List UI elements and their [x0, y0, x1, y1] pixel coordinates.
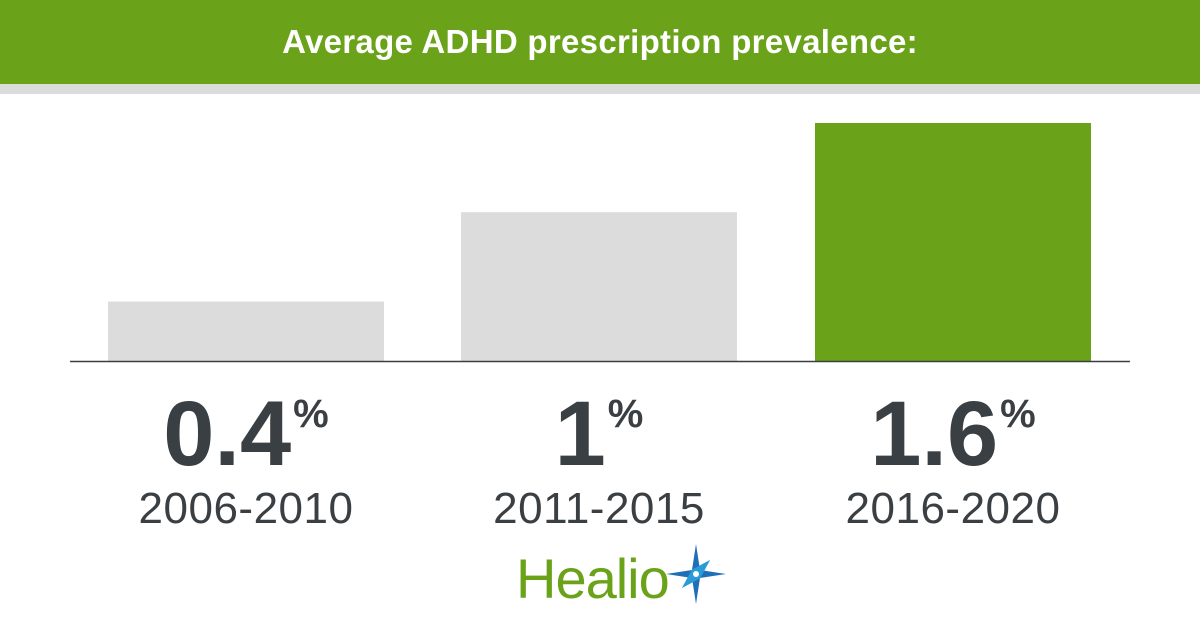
bar-2016-2020 [815, 123, 1091, 361]
star-compass-icon [666, 544, 726, 604]
data-label-2011-2015: 1% [419, 388, 779, 480]
data-label-2006-2010: 0.4% [66, 388, 426, 480]
data-label-unit: % [607, 392, 644, 436]
bar-2006-2010 [108, 301, 384, 361]
logo-text: Healio [516, 547, 670, 610]
data-label-value: 0.4 [163, 383, 292, 485]
chart-title: Average ADHD prescription prevalence: [282, 23, 918, 60]
data-label-value: 1.6 [870, 383, 999, 485]
tick-label-2006-2010: 2006-2010 [138, 484, 354, 533]
bar-2011-2015 [461, 212, 737, 361]
data-label-unit: % [1000, 392, 1036, 436]
data-label-unit: % [293, 392, 329, 436]
tick-label-2016-2020: 2016-2020 [845, 484, 1061, 533]
tick-label-2011-2015: 2011-2015 [493, 484, 705, 533]
header-divider [0, 84, 1200, 94]
header-banner: Average ADHD prescription prevalence: [0, 0, 1200, 84]
data-label-value: 1 [554, 383, 606, 485]
data-label-2016-2020: 1.6% [773, 388, 1133, 480]
healio-logo: Healio [516, 544, 726, 614]
bar-chart [70, 123, 1130, 363]
